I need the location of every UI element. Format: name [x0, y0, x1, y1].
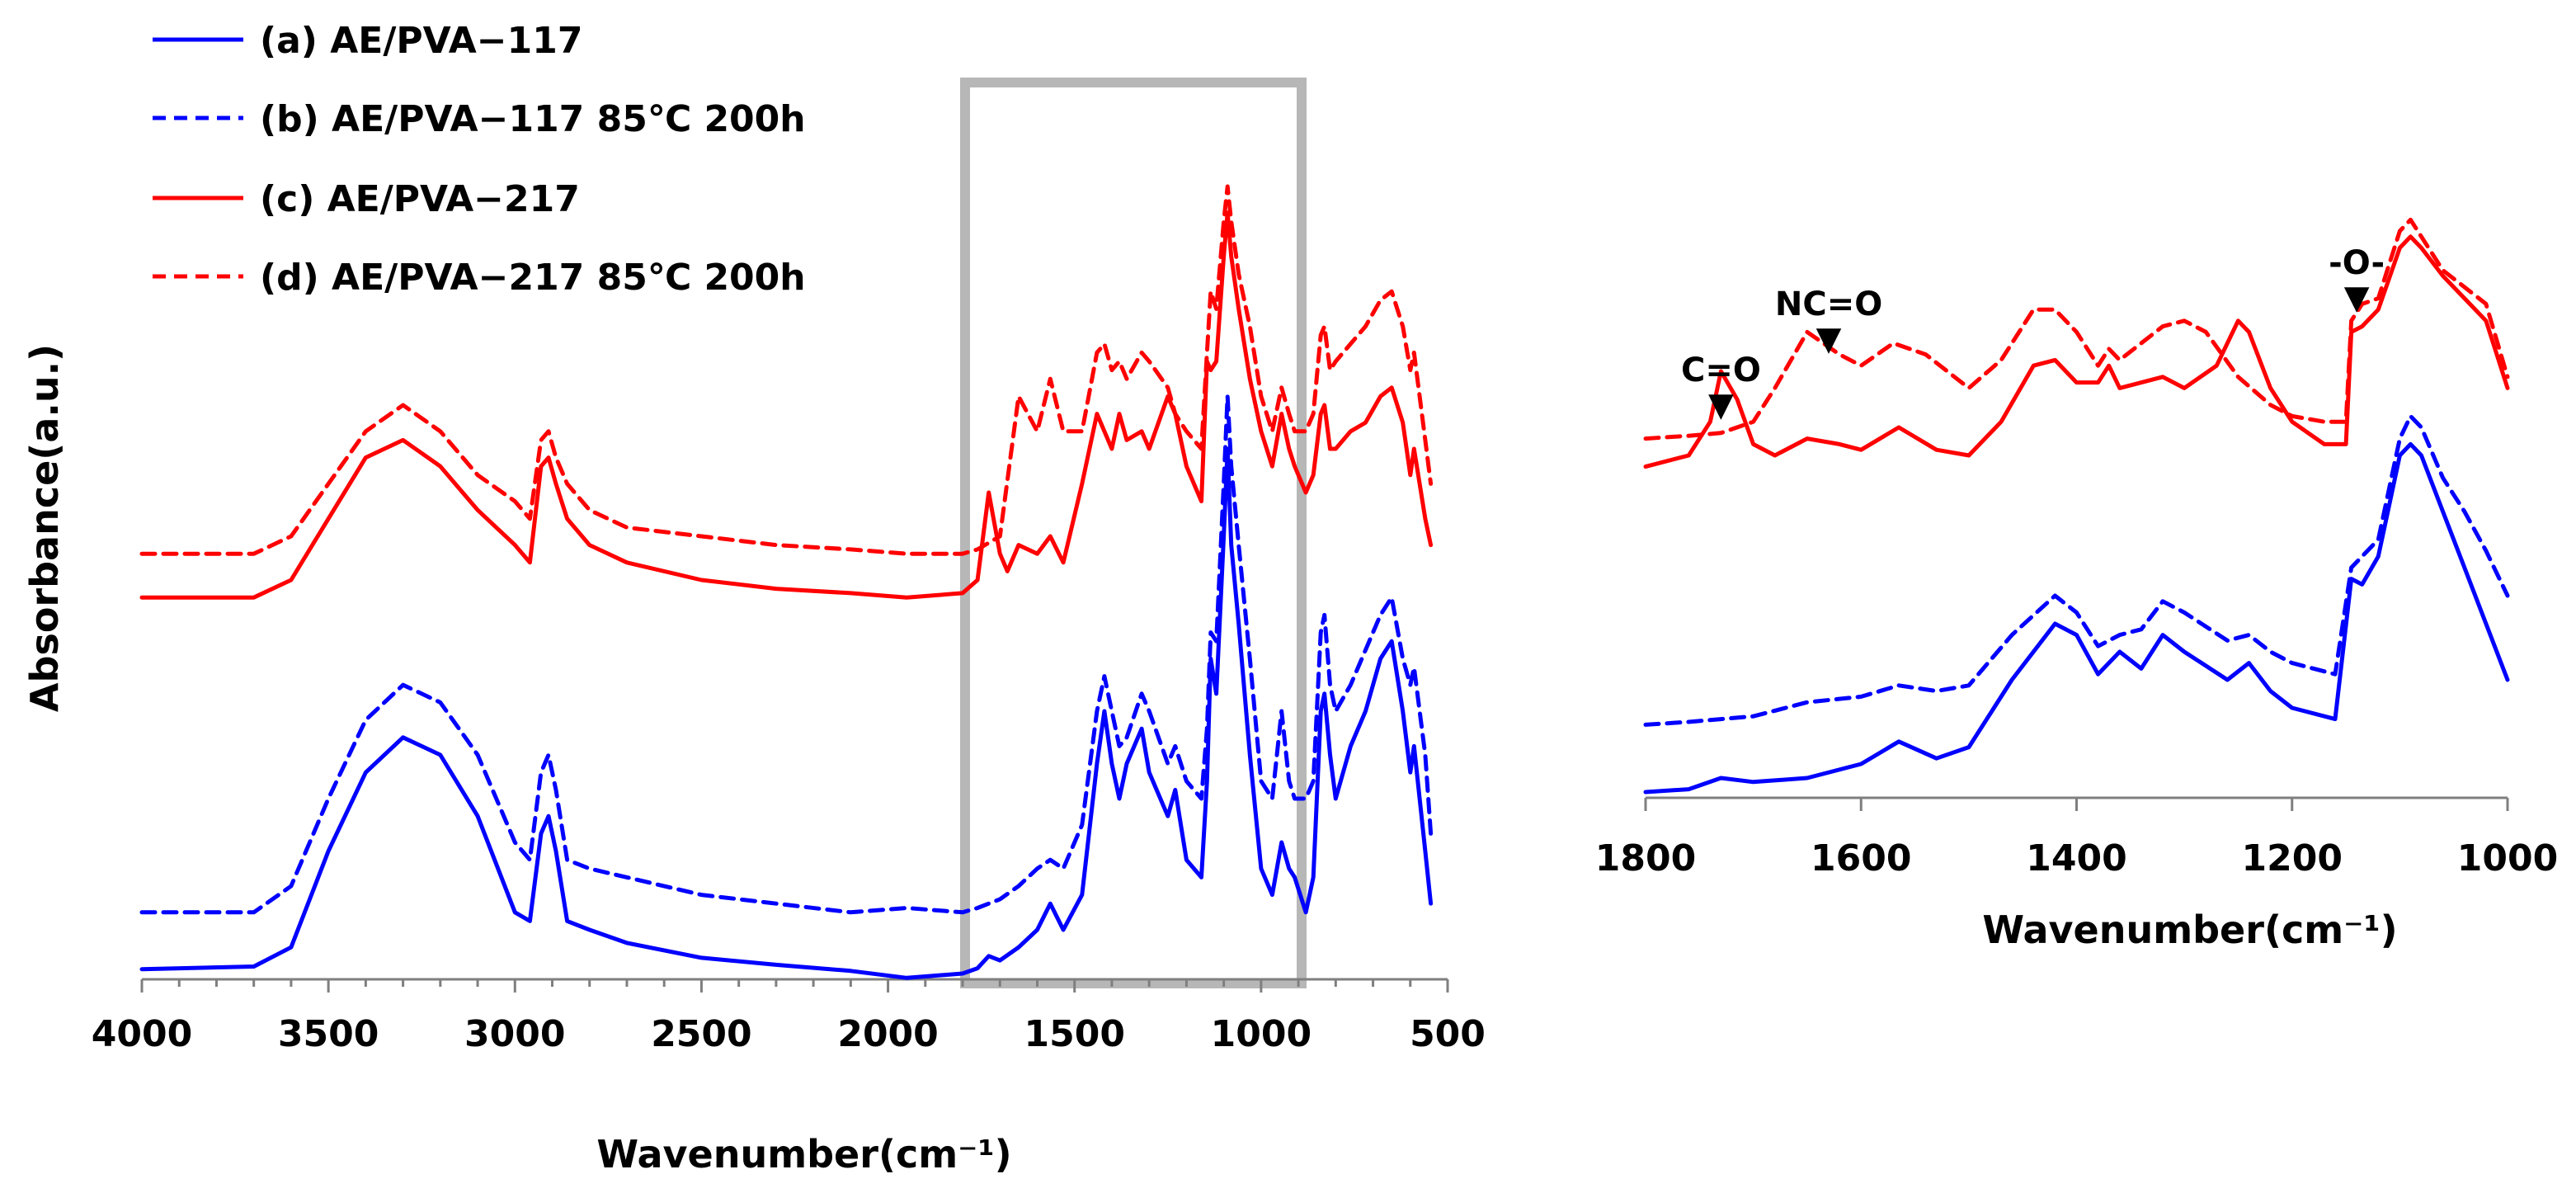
left-series-d [139, 184, 1434, 556]
right-x-tick-label: 1800 [1595, 837, 1696, 879]
legend-label-d: (d) AE/PVA−217 85℃ 200h [260, 257, 806, 299]
right-series-c [1643, 234, 2510, 469]
left-panel: 4000 3500 3000 2500 2000 1500 1000 500 Absorban… [22, 78, 1486, 1176]
left-y-axis-title: Absorbance(a.u.) [22, 344, 67, 712]
right-series-group [1643, 217, 2510, 795]
right-x-tick-label: 1200 [2242, 837, 2343, 879]
right-annotations: ▼C=O▼NC=O ▼-O- [1681, 244, 2385, 424]
left-x-tick-label: 3500 [278, 1013, 379, 1055]
right-x-axis-title: Wavenumber(cm⁻¹) [1982, 908, 2397, 952]
highlight-box [960, 78, 1307, 988]
left-series-a [139, 446, 1434, 980]
left-x-tick-label: 4000 [92, 1013, 192, 1055]
left-x-tick-label: 3000 [464, 1013, 565, 1055]
legend-label-b: (b) AE/PVA−117 85℃ 200h [260, 98, 806, 140]
legend: (a) AE/PVA−117 (b) AE/PVA−117 85℃ 200h (… [153, 20, 806, 299]
left-x-tick-label: 2000 [837, 1013, 938, 1055]
left-x-ticks: 4000 3500 3000 2500 2000 1500 1000 500 [92, 979, 1486, 1055]
legend-label-c: (c) AE/PVA−217 [260, 178, 580, 220]
left-x-tick-label: 500 [1410, 1013, 1486, 1055]
left-series-b [139, 394, 1434, 915]
left-x-axis-title: Wavenumber(cm⁻¹) [596, 1132, 1011, 1176]
right-panel: 1800 1600 1400 1200 1000 ▼C=O▼NC=O ▼-O- Waven… [1595, 217, 2558, 952]
legend-label-a: (a) AE/PVA−117 [260, 20, 583, 62]
left-series-c [139, 210, 1434, 600]
right-series-b [1643, 413, 2510, 727]
left-series-group [139, 184, 1434, 980]
annotation-label: C=O [1681, 351, 1761, 389]
right-series-d [1643, 217, 2510, 441]
annotation-label: NC=O [1775, 285, 1882, 323]
right-series-a [1643, 441, 2510, 795]
annotation-marker: ▼ [2344, 279, 2370, 317]
right-x-tick-label: 1600 [1811, 837, 1911, 879]
annotation-marker: ▼ [1708, 386, 1734, 424]
left-x-tick-label: 2500 [651, 1013, 751, 1055]
right-x-tick-label: 1400 [2026, 837, 2126, 879]
annotation-marker: ▼ [1816, 320, 1842, 358]
annotation-label: -O- [2329, 244, 2385, 282]
right-x-tick-label: 1000 [2457, 837, 2558, 879]
right-x-ticks: 1800 1600 1400 1200 1000 [1595, 798, 2558, 879]
left-x-tick-label: 1000 [1211, 1013, 1312, 1055]
left-x-tick-label: 1500 [1024, 1013, 1124, 1055]
